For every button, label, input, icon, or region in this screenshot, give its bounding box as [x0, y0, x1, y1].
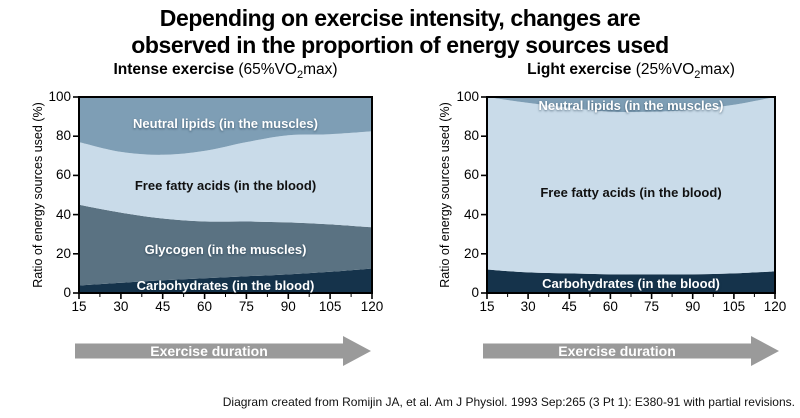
- y-tick-label: 20: [463, 245, 479, 261]
- series-label: Glycogen (in the muscles): [144, 241, 307, 257]
- exercise-duration-arrow-light: Exercise duration: [483, 336, 779, 366]
- y-tick-label: 60: [463, 167, 479, 183]
- x-tick-label: 30: [520, 299, 536, 314]
- y-tick-label: 0: [63, 285, 71, 300]
- y-tick-label: 20: [55, 245, 71, 261]
- x-tick-label: 90: [685, 299, 701, 314]
- x-tick-label: 75: [644, 299, 660, 314]
- x-tick-label: 60: [602, 299, 618, 314]
- chart-title-light-bold: Light exercise: [527, 61, 632, 78]
- x-tick-label: 105: [318, 299, 342, 314]
- y-tick-label: 100: [48, 89, 71, 104]
- series-label: Neutral lipids (in the muscles): [538, 98, 724, 113]
- y-tick-label: 80: [463, 128, 479, 144]
- light-exercise-chart: 15 30 45 60 75 90 105 120 0 20 40 60 80 100 Carbohydra…: [456, 89, 786, 314]
- x-tick-label: 30: [113, 299, 129, 314]
- series-label: Free fatty acids (in the blood): [540, 185, 722, 201]
- intense-exercise-chart: 15 30 45 60 75 90 105 120 0 20 40 60 80 100 Carbohydra…: [48, 89, 383, 314]
- page-title: Depending on exercise intensity, changes…: [0, 5, 800, 59]
- y-axis-label-light: Ratio of energy sources used (%): [438, 102, 452, 288]
- x-tick-label: 45: [561, 299, 577, 314]
- x-tick-label: 105: [722, 299, 746, 314]
- x-tick-label: 90: [280, 299, 296, 314]
- arrow-label-light: Exercise duration: [558, 343, 676, 359]
- arrow-shape: [75, 336, 371, 366]
- x-tick-label: 75: [238, 299, 254, 314]
- page-title-line2: observed in the proportion of energy sou…: [131, 32, 669, 58]
- y-tick-label: 40: [55, 206, 71, 222]
- series-label: Free fatty acids (in the blood): [134, 178, 317, 194]
- x-tick-label: 45: [155, 299, 171, 314]
- x-tick-label: 15: [479, 299, 495, 314]
- y-tick-label: 100: [456, 89, 479, 104]
- y-tick-label: 0: [471, 285, 479, 300]
- y-tick-label: 60: [55, 167, 71, 183]
- citation-text: Diagram created from Romijin JA, et al. …: [222, 395, 795, 409]
- x-tick-label: 60: [197, 299, 213, 314]
- series-label: Neutral lipids (in the muscles): [133, 115, 318, 131]
- x-tick-label: 120: [360, 299, 384, 314]
- chart-title-light: Light exercise (25%VO2max): [527, 61, 735, 82]
- series-label: Carbohydrates (in the blood): [542, 275, 720, 291]
- arrow-label-intense: Exercise duration: [150, 343, 268, 359]
- x-tick-label: 15: [71, 299, 87, 314]
- y-tick-label: 40: [463, 206, 479, 222]
- y-tick-label: 80: [55, 128, 71, 144]
- series-label: Carbohydrates (in the blood): [136, 277, 315, 293]
- page-title-line1: Depending on exercise intensity, changes…: [159, 5, 641, 31]
- y-axis-label-intense: Ratio of energy sources used (%): [31, 102, 45, 288]
- x-tick-label: 120: [763, 299, 787, 314]
- chart-title-intense: Intense exercise (65%VO2max): [113, 61, 338, 82]
- exercise-duration-arrow-intense: Exercise duration: [75, 336, 371, 366]
- stacked-area-svg: [73, 96, 373, 299]
- stacked-area-svg: [481, 96, 776, 299]
- arrow-shape: [483, 336, 779, 366]
- chart-title-intense-bold: Intense exercise: [113, 61, 235, 78]
